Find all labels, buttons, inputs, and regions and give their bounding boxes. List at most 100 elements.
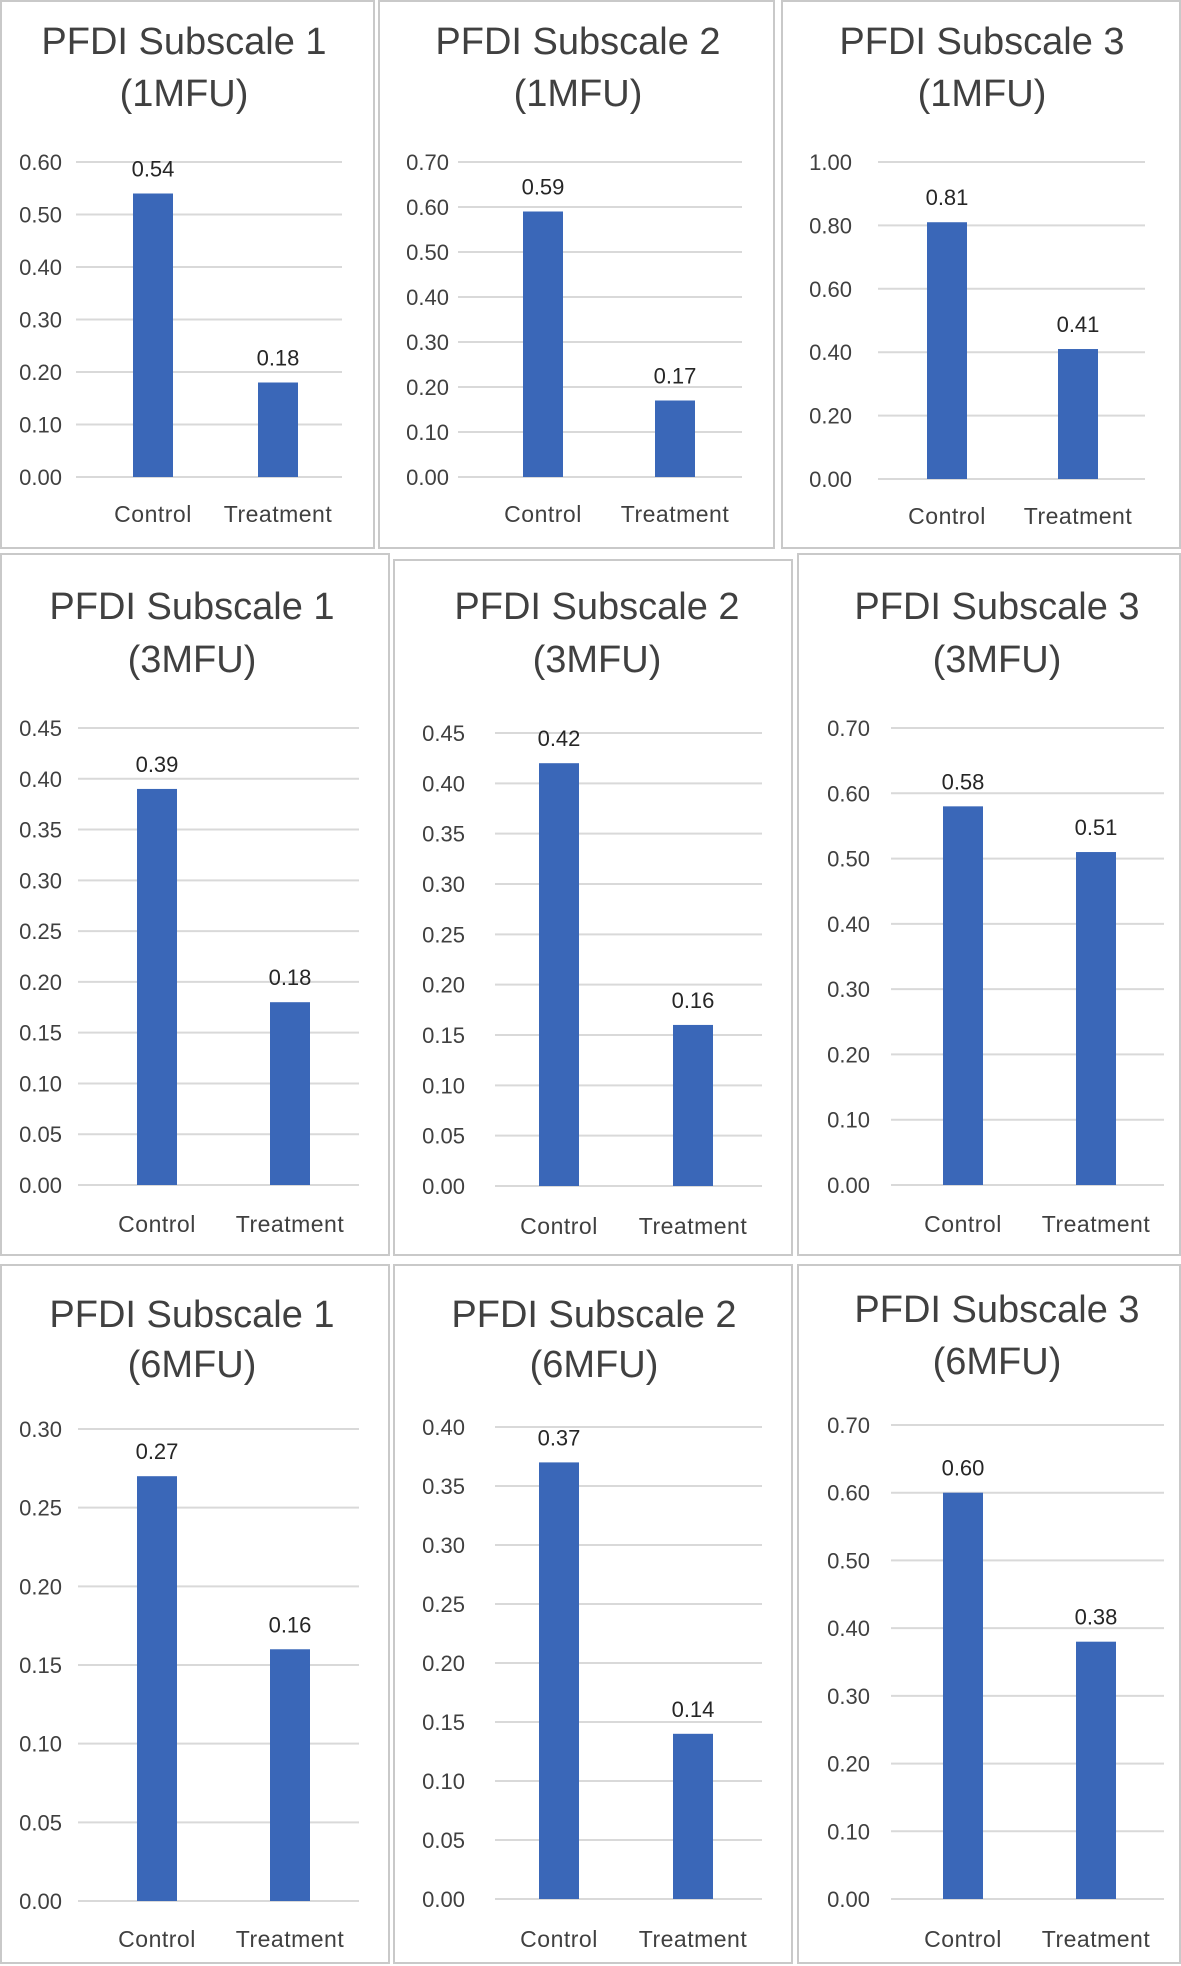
y-tick-label: 0.30 [19, 1417, 62, 1442]
y-tick-label: 0.40 [406, 285, 449, 310]
y-tick-label: 0.50 [406, 240, 449, 265]
y-tick-label: 0.70 [827, 716, 870, 741]
bar [1076, 852, 1116, 1185]
chart-panel: PFDI Subscale 1 (6MFU) 0.00 0.05 0.10 0.15 0.2… [0, 1264, 390, 1964]
x-category-label: Control [114, 501, 192, 527]
chart-panel: PFDI Subscale 2 (3MFU) 0.00 0.05 0.10 0.15 0.2… [393, 559, 793, 1256]
y-tick-label: 0.20 [19, 360, 62, 385]
x-category-label: Control [118, 1211, 196, 1237]
bar [137, 788, 177, 1185]
y-tick-label: 0.10 [19, 413, 62, 438]
y-tick-label: 0.20 [406, 375, 449, 400]
bar [673, 1733, 713, 1899]
y-tick-label: 0.30 [827, 977, 870, 1002]
y-tick-label: 0.05 [422, 1124, 465, 1149]
x-category-label: Treatment [621, 501, 730, 527]
x-category-label: Treatment [1042, 1211, 1151, 1237]
y-tick-label: 0.00 [809, 467, 852, 492]
y-tick-label: 0.30 [406, 330, 449, 355]
chart-title: PFDI Subscale 1 [41, 21, 326, 63]
y-tick-label: 0.20 [827, 1042, 870, 1067]
chart-subtitle: (3MFU) [128, 639, 257, 681]
data-label: 0.60 [942, 1456, 985, 1481]
y-tick-label: 0.25 [19, 1496, 62, 1521]
y-tick-label: 0.10 [827, 1108, 870, 1133]
bar-chart: PFDI Subscale 1 (1MFU) 0.00 0.10 0.20 0.30 0.4… [19, 21, 342, 527]
x-category-label: Control [118, 1926, 196, 1952]
y-tick-label: 0.30 [19, 868, 62, 893]
bar [655, 400, 695, 477]
x-category-label: Treatment [236, 1926, 345, 1952]
y-tick-label: 0.40 [422, 771, 465, 796]
y-tick-label: 0.05 [19, 1122, 62, 1147]
x-category-label: Control [924, 1211, 1002, 1237]
data-label: 0.38 [1075, 1605, 1118, 1630]
bar [258, 382, 298, 477]
x-category-label: Control [924, 1926, 1002, 1952]
bar [523, 211, 563, 477]
data-label: 0.17 [654, 364, 697, 389]
data-label: 0.18 [257, 346, 300, 371]
x-category-label: Treatment [639, 1926, 748, 1952]
y-tick-label: 0.60 [827, 781, 870, 806]
y-tick-label: 0.10 [422, 1073, 465, 1098]
y-tick-label: 0.25 [422, 1592, 465, 1617]
y-tick-label: 0.15 [422, 1023, 465, 1048]
y-tick-label: 0.30 [422, 1533, 465, 1558]
chart-panel: PFDI Subscale 2 (6MFU) 0.00 0.05 0.10 0.15 0.2… [393, 1264, 793, 1964]
y-tick-label: 0.20 [19, 970, 62, 995]
y-tick-label: 0.50 [827, 1548, 870, 1573]
y-tick-label: 0.70 [827, 1413, 870, 1438]
y-tick-label: 0.40 [827, 1616, 870, 1641]
y-tick-label: 0.35 [422, 822, 465, 847]
y-tick-label: 0.20 [809, 404, 852, 429]
y-tick-label: 0.20 [827, 1752, 870, 1777]
bar [943, 806, 983, 1185]
y-tick-label: 1.00 [809, 150, 852, 175]
y-tick-label: 0.00 [827, 1887, 870, 1912]
y-tick-label: 0.25 [19, 919, 62, 944]
chart-title: PFDI Subscale 2 [454, 586, 739, 628]
chart-title: PFDI Subscale 2 [451, 1294, 736, 1336]
chart-panel: PFDI Subscale 1 (1MFU) 0.00 0.10 0.20 0.30 0.4… [0, 0, 375, 549]
y-tick-label: 0.60 [809, 277, 852, 302]
y-tick-label: 0.50 [827, 847, 870, 872]
y-tick-label: 0.00 [19, 1173, 62, 1198]
y-tick-label: 0.30 [422, 872, 465, 897]
y-tick-label: 0.60 [827, 1481, 870, 1506]
bar [943, 1492, 983, 1899]
chart-title: PFDI Subscale 3 [854, 586, 1139, 628]
y-tick-label: 0.80 [809, 213, 852, 238]
y-tick-label: 0.20 [422, 1651, 465, 1676]
chart-subtitle: (6MFU) [128, 1344, 257, 1386]
chart-panel: PFDI Subscale 3 (3MFU) 0.00 0.10 0.20 0.30 0.4… [797, 553, 1181, 1256]
chart-title: PFDI Subscale 3 [839, 21, 1124, 63]
bar [133, 193, 173, 477]
x-category-label: Treatment [1024, 503, 1133, 529]
y-tick-label: 0.00 [19, 1889, 62, 1914]
y-tick-label: 0.00 [422, 1174, 465, 1199]
chart-subtitle: (6MFU) [933, 1341, 1062, 1383]
y-tick-label: 0.70 [406, 150, 449, 175]
y-tick-label: 0.40 [19, 767, 62, 792]
data-label: 0.58 [942, 769, 985, 794]
chart-panel: PFDI Subscale 2 (1MFU) 0.00 0.10 0.20 0.30 0.4… [378, 0, 775, 549]
chart-title: PFDI Subscale 1 [49, 1294, 334, 1336]
chart-title: PFDI Subscale 3 [854, 1289, 1139, 1331]
y-tick-label: 0.05 [19, 1810, 62, 1835]
y-tick-label: 0.05 [422, 1828, 465, 1853]
data-label: 0.81 [926, 185, 969, 210]
y-tick-label: 0.40 [827, 912, 870, 937]
y-tick-label: 0.40 [809, 340, 852, 365]
y-tick-label: 0.10 [827, 1819, 870, 1844]
data-label: 0.59 [522, 175, 565, 200]
x-category-label: Control [504, 501, 582, 527]
chart-subtitle: (3MFU) [533, 639, 662, 681]
y-tick-label: 0.45 [422, 721, 465, 746]
y-tick-label: 0.00 [422, 1887, 465, 1912]
bar-chart: PFDI Subscale 3 (1MFU) 0.00 0.20 0.40 0.60 0.8… [809, 21, 1145, 529]
bar [1076, 1641, 1116, 1899]
y-tick-label: 0.00 [827, 1173, 870, 1198]
y-tick-label: 0.10 [406, 420, 449, 445]
chart-subtitle: (1MFU) [120, 73, 249, 115]
